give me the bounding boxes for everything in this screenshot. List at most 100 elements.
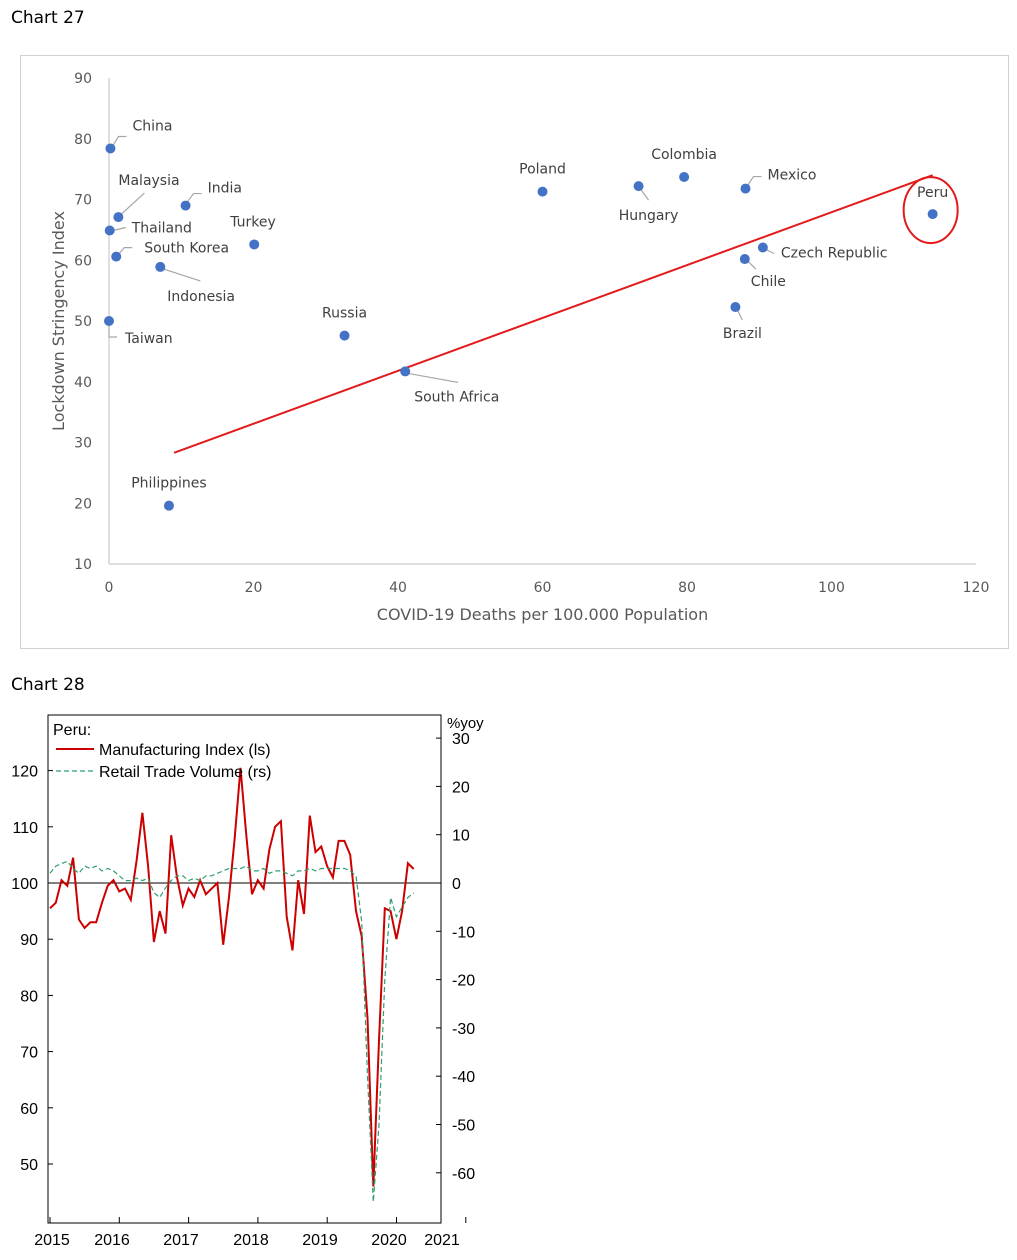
data-label: China xyxy=(132,118,172,134)
right-tick-label: -20 xyxy=(452,973,475,990)
data-label: Malaysia xyxy=(118,173,179,189)
label-leader-line xyxy=(120,192,145,215)
label-leader-line xyxy=(747,260,757,270)
chart-28-title: Peru: xyxy=(53,722,91,739)
data-label: Thailand xyxy=(131,220,192,236)
label-leader-line xyxy=(111,135,127,147)
right-tick-label: 30 xyxy=(452,731,470,748)
series-line-manufacturing xyxy=(49,767,415,1187)
series-line-retail xyxy=(49,860,415,1202)
data-label: India xyxy=(208,181,242,197)
x-tick-label: 20 xyxy=(245,580,263,596)
x-tick-label: 100 xyxy=(818,580,845,596)
left-tick-label: 100 xyxy=(11,876,38,893)
data-point-russia xyxy=(339,330,350,341)
y-axis-title: Lockdown Stringency Index xyxy=(49,211,68,431)
data-label: Turkey xyxy=(229,214,276,230)
label-leader-line xyxy=(118,247,133,254)
left-tick-label: 110 xyxy=(12,820,38,837)
data-point-south-africa xyxy=(400,366,411,377)
data-label: Colombia xyxy=(651,147,717,163)
plot-frame xyxy=(47,714,442,1224)
data-label: Czech Republic xyxy=(781,245,888,261)
data-point-colombia xyxy=(679,172,690,183)
highlight-circle xyxy=(902,176,959,245)
data-label: Poland xyxy=(519,162,566,178)
x-axis-title: COVID-19 Deaths per 100.000 Population xyxy=(377,605,708,624)
right-tick-label: -50 xyxy=(452,1118,475,1135)
data-label: Taiwan xyxy=(124,331,173,347)
x-tick-label: 40 xyxy=(389,580,407,596)
trendline xyxy=(173,174,933,454)
left-tick-label: 60 xyxy=(20,1101,38,1118)
data-point-turkey xyxy=(249,239,260,250)
data-point-czech-republic xyxy=(757,242,768,253)
right-tick-label: 0 xyxy=(452,876,461,893)
chart-27-frame: 10 20 30 40 50 60 70 80 90 0 20 40 60 80 100 120 COVID-1… xyxy=(20,55,1009,649)
x-tick-label: 80 xyxy=(678,580,696,596)
y-tick-label: 30 xyxy=(74,436,92,452)
left-tick-label: 80 xyxy=(20,988,38,1005)
label-leader-line xyxy=(640,188,650,201)
left-tick-label: 70 xyxy=(20,1045,38,1062)
data-point-indonesia xyxy=(155,261,166,272)
x-tick-label: 2018 xyxy=(233,1232,269,1249)
y-tick-label: 20 xyxy=(74,496,92,512)
label-leader-line xyxy=(747,175,762,186)
label-leader-line xyxy=(112,226,126,232)
data-label: South Africa xyxy=(414,389,499,405)
x-tick-label: 60 xyxy=(534,580,552,596)
left-tick-label: 120 xyxy=(11,764,38,781)
data-point-malaysia xyxy=(113,212,124,223)
x-tick-label: 120 xyxy=(963,580,990,596)
label-leader-line xyxy=(736,309,743,321)
right-tick-label: 10 xyxy=(452,828,470,845)
x-tick-label: 2021 xyxy=(424,1232,460,1249)
chart-27-label: Chart 27 xyxy=(11,8,85,28)
label-leader-line xyxy=(187,192,202,202)
y-tick-label: 10 xyxy=(74,557,92,573)
data-label: Peru xyxy=(917,185,948,201)
data-point-poland xyxy=(537,186,548,197)
data-point-peru xyxy=(927,209,938,220)
chart-28-label: Chart 28 xyxy=(11,675,85,695)
right-tick-label: -60 xyxy=(452,1166,475,1183)
data-point-china xyxy=(105,143,116,154)
left-tick-label: 90 xyxy=(20,932,38,949)
data-point-chile xyxy=(739,254,750,265)
data-point-south-korea xyxy=(111,251,122,262)
data-point-thailand xyxy=(104,225,115,236)
data-label: Hungary xyxy=(619,208,679,224)
data-label: South Korea xyxy=(144,241,229,257)
label-leader-line xyxy=(765,248,775,255)
data-label: Mexico xyxy=(768,168,817,184)
data-point-taiwan xyxy=(104,316,114,326)
right-tick-label: -30 xyxy=(452,1021,475,1038)
label-leader-line xyxy=(408,372,459,384)
y-tick-label: 60 xyxy=(74,253,92,269)
left-tick-label: 50 xyxy=(20,1157,38,1174)
data-point-mexico xyxy=(740,183,751,194)
data-point-hungary xyxy=(633,181,644,192)
right-axis-unit: %yoy xyxy=(447,715,484,732)
data-label: Philippines xyxy=(131,476,206,492)
right-tick-label: -10 xyxy=(452,924,475,941)
data-label: Chile xyxy=(751,274,786,290)
y-tick-label: 50 xyxy=(74,314,92,330)
data-point-brazil xyxy=(730,302,741,313)
x-tick-label: 2017 xyxy=(163,1232,199,1249)
x-tick-label: 2015 xyxy=(34,1232,70,1249)
x-tick-label: 2016 xyxy=(94,1232,130,1249)
y-tick-label: 90 xyxy=(74,71,92,87)
data-label: Brazil xyxy=(723,326,762,342)
label-leader-line xyxy=(108,325,117,338)
data-point-philippines xyxy=(163,500,174,511)
legend-label: Manufacturing Index (ls) xyxy=(99,742,271,759)
y-tick-label: 80 xyxy=(74,132,92,148)
y-tick-label: 70 xyxy=(74,193,92,209)
data-label: Indonesia xyxy=(167,289,235,305)
data-point-india xyxy=(180,200,191,211)
x-tick-label: 2019 xyxy=(302,1232,338,1249)
y-tick-label: 40 xyxy=(74,375,92,391)
data-label: Russia xyxy=(322,306,367,322)
